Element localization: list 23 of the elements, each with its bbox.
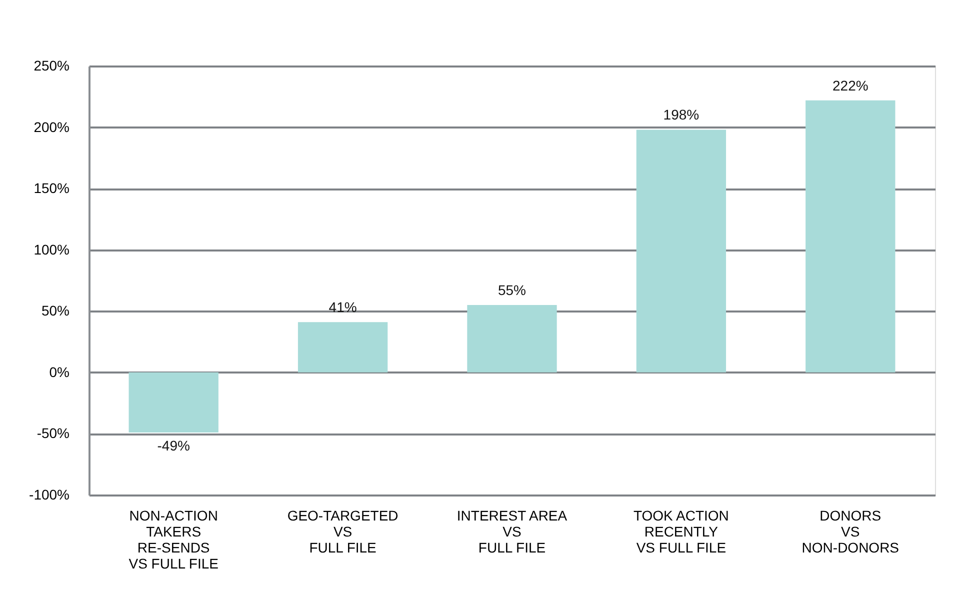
x-tick-label: DONORS VS NON-DONORS: [802, 508, 900, 556]
x-tick-label: TOOK ACTION RECENTLY VS FULL FILE: [633, 508, 729, 556]
bar: [128, 372, 218, 432]
data-label: 55%: [498, 282, 526, 298]
data-label: 198%: [663, 106, 700, 123]
y-tick-label: 50%: [41, 302, 70, 319]
data-label: 41%: [328, 299, 357, 316]
y-tick-label: -50%: [36, 425, 70, 442]
bar: [636, 130, 726, 372]
x-tick-label: GEO-TARGETED VS FULL FILE: [287, 508, 398, 556]
x-tick-label: NON-ACTION TAKERS RE-SENDS VS FULL FILE: [128, 508, 218, 572]
bar: [806, 100, 896, 372]
y-tick-label: 250%: [34, 58, 70, 74]
y-tick-label: 100%: [34, 241, 70, 258]
bar: [467, 305, 557, 372]
y-tick-label: 0%: [49, 364, 70, 380]
data-label: -49%: [157, 437, 190, 454]
data-label: 222%: [832, 77, 868, 94]
y-tick-label: 150%: [34, 180, 70, 196]
y-tick-label: -100%: [29, 486, 70, 502]
bar: [298, 322, 388, 372]
x-tick-label: INTEREST AREA VS FULL FILE: [456, 508, 568, 556]
y-tick-label: 200%: [34, 118, 70, 135]
